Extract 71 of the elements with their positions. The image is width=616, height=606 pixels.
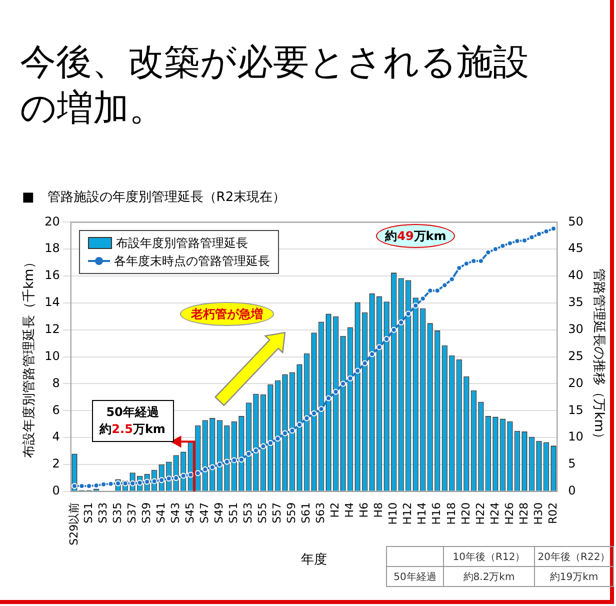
x-tick-label: H8 [372,502,386,518]
x-tick-label: S29以前 [67,502,80,546]
y-tick-label: 14 [44,295,60,310]
y2-tick-label: 15 [568,402,584,417]
x-tick-label: H18 [444,502,458,525]
x-tick-label: H2 [328,502,342,518]
y2-tick-label: 10 [568,430,584,444]
y-tick-label: 16 [44,268,60,282]
annotation: 約49万km [385,228,446,244]
x-tick-label: H10 [386,502,400,525]
chart-subtitle: ■ 管路施設の年度別管理延長（R2末現在） [22,189,286,206]
x-tick-label: S57 [270,502,284,524]
x-tick-label: S43 [168,502,182,524]
y-tick-label: 18 [44,241,60,256]
y-tick-label: 6 [52,402,60,417]
y-axis-title: 布設年度別管路管理延長（千km） [21,256,38,458]
y2-axis-title: 管路管理延長の推移（万km） [590,268,606,445]
x-tick-label: S31 [82,502,95,524]
x-tick-label: R02 [546,502,560,524]
x-tick-label: H16 [430,502,444,525]
y2-tick-label: 30 [568,322,584,336]
x-tick-label: S39 [140,502,153,524]
y2-tick-label: 5 [568,456,576,471]
x-tick-label: S51 [227,502,240,524]
x-tick-label: S49 [212,502,226,524]
x-tick-label: S33 [96,502,110,524]
x-tick-label: H20 [459,502,472,525]
x-tick-label: H12 [401,502,414,525]
x-tick-label: H26 [502,502,516,525]
y-tick-label: 10 [44,348,60,363]
x-tick-label: S41 [154,502,168,524]
x-tick-label: H6 [358,502,371,518]
x-tick-label: S45 [183,502,196,524]
y-tick-label: 2 [52,456,60,471]
y-tick-label: 12 [44,322,60,336]
text: 約8.2万km [444,566,534,586]
chart-title: 今後、改築が必要とされる施設の増加。 [20,41,530,131]
x-tick-label: H30 [532,502,545,525]
x-tick-label: S35 [110,502,124,524]
x-tick-label: S63 [314,502,328,524]
x-tick-label: H22 [474,502,487,525]
y-tick-label: 4 [52,430,60,444]
x-tick-label: S53 [242,502,255,524]
y2-tick-label: 0 [568,484,576,498]
legend-label: 布設年度別管路管理延長 [116,234,248,252]
text: 約19万km [534,566,614,586]
y2-tick-label: 50 [568,214,584,228]
annotation: 50年経過約2.5万km [100,404,166,438]
y2-tick-label: 25 [568,348,584,363]
x-tick-label: S37 [125,502,138,524]
y-tick-label: 0 [52,484,60,498]
text: 50年経過 [386,566,444,586]
y2-tick-label: 45 [568,241,584,256]
x-axis-title: 年度 [301,552,327,568]
text: 20年後（R22） [534,546,614,566]
y2-tick-label: 40 [568,268,584,282]
legend-label: 各年度末時点の管路管理延長 [114,252,270,270]
y-tick-label: 20 [44,214,60,228]
y2-tick-label: 35 [568,295,584,310]
x-tick-label: H24 [488,502,502,525]
x-tick-label: H28 [517,502,530,525]
y2-tick-label: 20 [568,376,584,390]
x-tick-label: S59 [285,502,298,524]
text: 10年後（R12） [444,546,534,566]
y-tick-label: 8 [52,376,60,390]
x-tick-label: H4 [343,502,356,518]
x-tick-label: H14 [416,502,429,525]
x-tick-label: S47 [198,502,211,524]
x-tick-label: S61 [300,502,313,524]
annotation: 老朽管が急増 [190,306,263,322]
x-tick-label: S55 [256,502,270,524]
